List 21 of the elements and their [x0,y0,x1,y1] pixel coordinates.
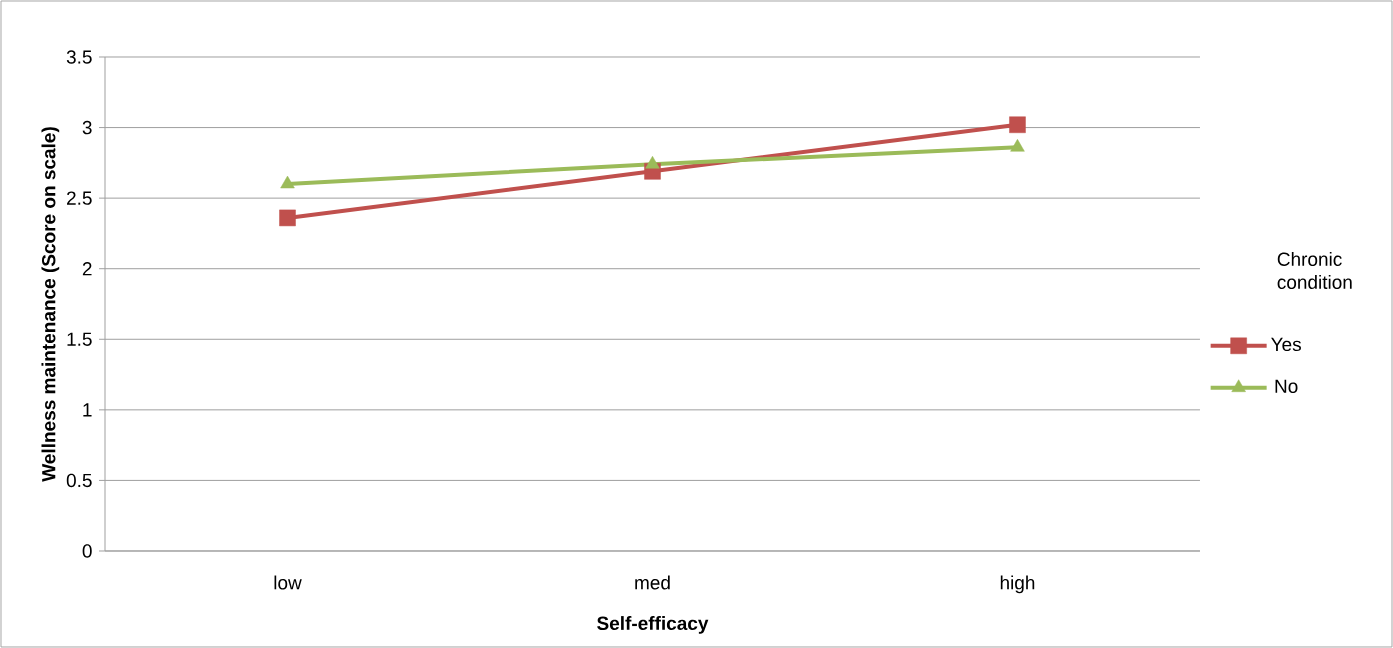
y-tick-label: 2.5 [67,191,92,205]
y-tick-label: 3.5 [66,50,92,64]
y-tick-label: 0.5 [66,473,92,488]
point [1009,116,1026,133]
x-tick-label: high [1000,575,1035,594]
y-tick-label: 1 [83,403,92,417]
x-tick-label: low [274,575,302,590]
legend-label: No [1275,379,1298,394]
point [645,156,660,169]
x-tick-label: med [635,575,670,590]
x-axis-title: Self-efficacy [597,616,709,634]
y-tick-label: 2 [82,262,92,276]
y-tick-label: 1.5 [67,332,92,346]
point [1010,139,1025,152]
legend-label: Yes [1271,337,1301,352]
point [279,209,296,227]
y-tick-label: 3 [82,120,92,135]
y-tick-label: 0 [82,544,92,558]
y-axis-title: Wellness maintenance (Score on scale) [41,127,60,482]
legend-title: Chronic condition [1277,252,1352,289]
point [280,175,295,189]
